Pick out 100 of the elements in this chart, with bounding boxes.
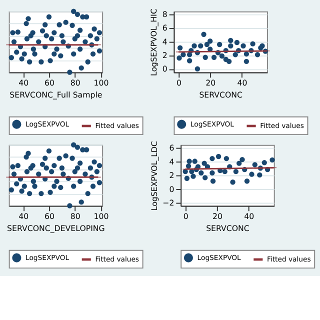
point bbox=[67, 203, 72, 208]
x-axis-title: SERVCONC bbox=[206, 224, 250, 233]
point bbox=[82, 39, 88, 44]
point bbox=[8, 55, 14, 60]
point bbox=[54, 178, 60, 184]
point bbox=[194, 66, 200, 72]
x-tick-label: 40 bbox=[244, 212, 254, 221]
point bbox=[202, 160, 207, 166]
point bbox=[186, 52, 192, 58]
point bbox=[44, 165, 49, 171]
point bbox=[48, 169, 54, 174]
point bbox=[32, 184, 38, 189]
point bbox=[52, 51, 57, 57]
point bbox=[28, 165, 34, 171]
point bbox=[77, 46, 83, 52]
point bbox=[70, 142, 76, 148]
point bbox=[14, 181, 20, 186]
point bbox=[74, 144, 80, 150]
x-tick-label: 40 bbox=[237, 78, 248, 88]
point bbox=[223, 56, 228, 62]
point bbox=[56, 156, 62, 161]
point bbox=[48, 36, 54, 42]
point bbox=[14, 50, 20, 55]
point bbox=[32, 51, 38, 57]
point bbox=[204, 42, 210, 48]
point bbox=[257, 172, 262, 178]
point bbox=[186, 163, 192, 169]
point bbox=[244, 178, 250, 184]
point bbox=[28, 33, 34, 38]
point bbox=[44, 33, 49, 38]
point bbox=[63, 153, 68, 158]
point bbox=[58, 53, 64, 58]
x-axis-title: SERVCONC_DEVELOPING bbox=[7, 224, 105, 233]
point bbox=[90, 184, 96, 189]
point bbox=[211, 54, 217, 60]
point bbox=[38, 59, 44, 64]
point bbox=[230, 180, 236, 185]
point bbox=[202, 175, 208, 180]
point bbox=[240, 43, 246, 48]
y-tick-label: 8 bbox=[162, 10, 168, 20]
point bbox=[60, 39, 66, 44]
point bbox=[88, 165, 94, 171]
y-tick-label: 0 bbox=[162, 64, 168, 74]
point bbox=[63, 20, 68, 25]
point bbox=[96, 48, 102, 54]
point bbox=[207, 38, 213, 44]
point bbox=[78, 199, 84, 205]
point bbox=[210, 178, 216, 184]
point bbox=[40, 28, 46, 34]
y-tick-label: 4 bbox=[162, 37, 168, 46]
point bbox=[60, 171, 66, 177]
point bbox=[249, 172, 254, 177]
point bbox=[224, 156, 230, 162]
point bbox=[177, 45, 183, 50]
x-tick-label: 80 bbox=[70, 78, 80, 88]
point bbox=[26, 190, 32, 196]
point bbox=[92, 26, 97, 32]
point bbox=[94, 36, 100, 42]
point bbox=[90, 51, 96, 57]
point bbox=[48, 58, 53, 64]
point bbox=[202, 54, 208, 60]
point bbox=[228, 38, 234, 44]
point bbox=[48, 190, 53, 195]
x-tick-label: 60 bbox=[44, 212, 54, 221]
point bbox=[54, 46, 60, 52]
y-axis-title: LogSEXPVOL_LDC bbox=[150, 140, 159, 211]
point bbox=[11, 171, 17, 177]
point bbox=[77, 178, 83, 184]
point bbox=[26, 59, 32, 64]
point bbox=[176, 55, 182, 61]
point bbox=[74, 12, 80, 18]
x-tick-label: 0 bbox=[183, 212, 188, 221]
point bbox=[52, 162, 57, 168]
point bbox=[233, 168, 239, 174]
point bbox=[19, 188, 24, 194]
point bbox=[198, 43, 204, 48]
x-axis-title: SERVCONC bbox=[199, 90, 244, 100]
point bbox=[58, 184, 64, 190]
point bbox=[59, 165, 65, 171]
point bbox=[234, 40, 240, 46]
point bbox=[24, 169, 30, 174]
point bbox=[240, 156, 245, 162]
y-tick-label: 0 bbox=[169, 184, 174, 194]
x-tick-label: 20 bbox=[212, 212, 222, 221]
point bbox=[219, 53, 225, 59]
point bbox=[250, 41, 256, 46]
point bbox=[11, 39, 17, 44]
point bbox=[216, 154, 222, 160]
y-tick-label: 6 bbox=[162, 24, 168, 33]
point bbox=[46, 14, 52, 20]
point bbox=[236, 160, 242, 166]
y-tick-label: 2 bbox=[169, 171, 174, 180]
point bbox=[94, 169, 100, 174]
x-tick-label: 40 bbox=[18, 212, 29, 221]
point bbox=[262, 160, 267, 166]
point bbox=[30, 46, 36, 52]
point bbox=[59, 33, 65, 38]
point bbox=[210, 170, 215, 176]
point bbox=[10, 30, 16, 36]
point bbox=[232, 52, 238, 58]
